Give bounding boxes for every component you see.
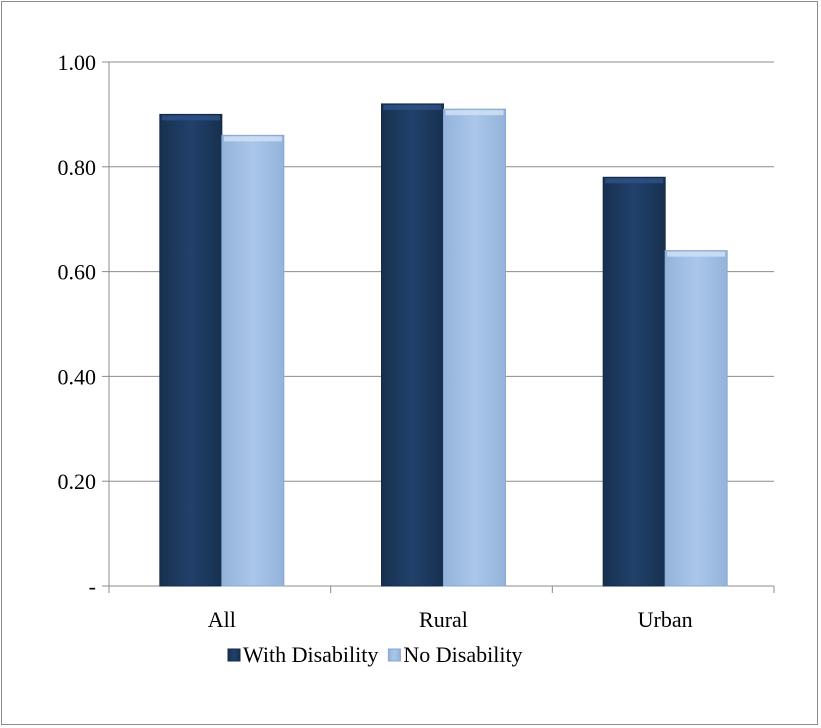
tick-labels: - 0.20 0.40 0.60 0.80 1.00 All Rural Urban [58, 50, 693, 632]
x-tick-label: Urban [638, 607, 693, 632]
legend: With Disability No Disability [227, 642, 523, 667]
bar-with-disability-rural [381, 103, 444, 587]
bar-bevel [383, 104, 442, 110]
bar-bevel [223, 136, 282, 142]
bars [159, 103, 728, 587]
y-tick-label: 0.80 [58, 155, 97, 180]
legend-swatch [387, 648, 401, 662]
bar-no-disability-all [221, 134, 285, 587]
bar-with-disability-urban [602, 176, 666, 587]
legend-label: With Disability [243, 642, 378, 667]
y-tick-label: - [89, 574, 96, 599]
bar-no-disability-rural [443, 108, 506, 587]
y-tick-label: 1.00 [58, 50, 97, 75]
bar-bevel [161, 115, 220, 121]
bar-bevel [605, 178, 664, 184]
bar-with-disability-all [159, 113, 223, 587]
bar-bevel [445, 110, 504, 116]
y-tick-label: 0.60 [58, 260, 97, 285]
bar-bevel [667, 251, 726, 257]
x-tick-label: Rural [419, 607, 468, 632]
y-tick-label: 0.20 [58, 469, 97, 494]
legend-label: No Disability [403, 642, 522, 667]
bar-no-disability-urban [664, 250, 728, 587]
y-tick-label: 0.40 [58, 364, 97, 389]
x-tick-label: All [208, 607, 236, 632]
legend-swatch [227, 648, 241, 662]
